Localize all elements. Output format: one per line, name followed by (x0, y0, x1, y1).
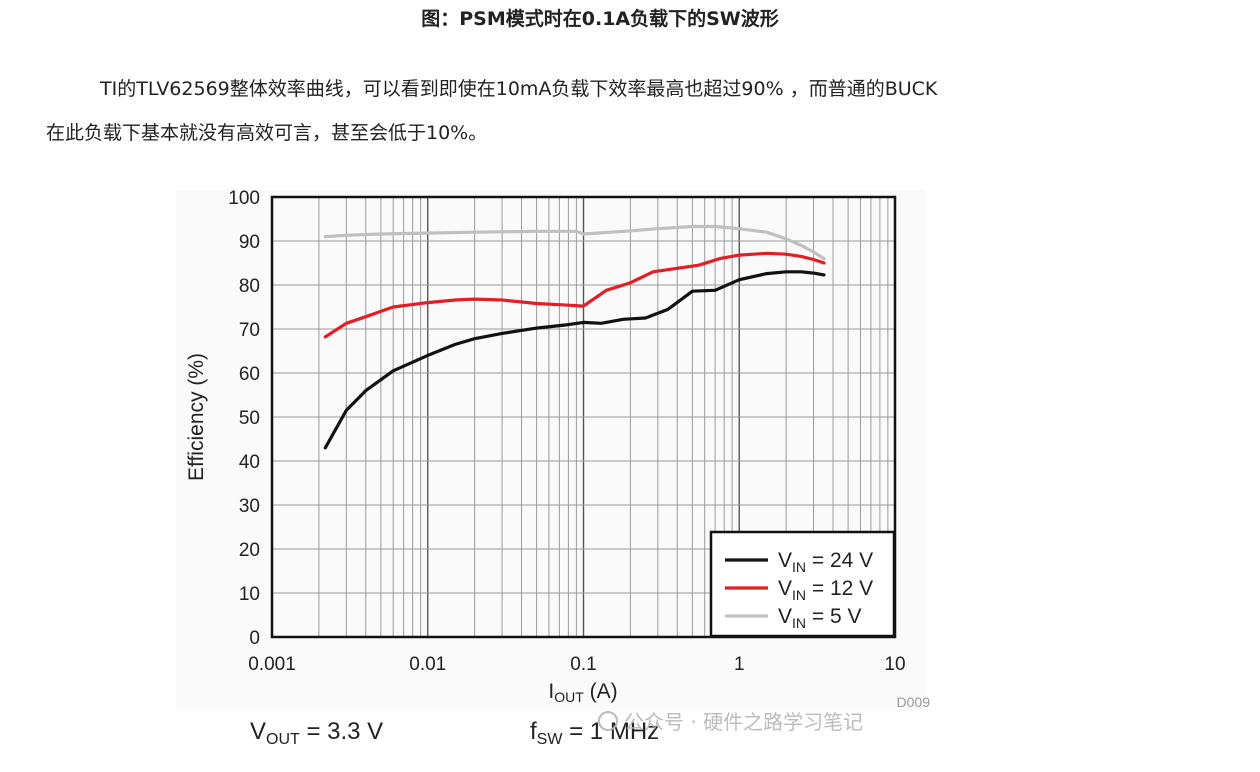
vout-note: VOUT = 3.3 V (250, 718, 383, 748)
watermark: 公众号 · 硬件之路学习笔记 (598, 710, 863, 734)
legend-box (709, 530, 896, 638)
paragraph-line-1: TI的TLV62569整体效率曲线，可以看到即使在10mA负载下效率最高也超过9… (46, 70, 1096, 108)
y-tick-label: 80 (239, 276, 260, 297)
x-axis-label: IOUT (A) (548, 680, 617, 705)
y-tick-label: 0 (249, 628, 260, 649)
x-tick-label: 0.1 (570, 654, 596, 675)
series-layer (323, 224, 826, 450)
fsw-note: fSW = 1 MHz (530, 718, 659, 748)
x-tick-label: 10 (884, 654, 905, 675)
y-tick-label: 20 (239, 540, 260, 561)
paragraph-text-2: 在此负载下基本就没有高效可言，甚至会低于10%。 (46, 122, 488, 144)
y-tick-label: 100 (228, 188, 260, 209)
series-line (323, 224, 826, 261)
x-tick-label: 0.01 (409, 654, 446, 675)
legend-label: VIN = 5 V (778, 605, 861, 631)
tick-labels: 0 10 20 30 40 50 60 70 80 90 100 0.001 0.01 0.1 1 10 (228, 188, 905, 675)
figure-code: D009 (897, 694, 931, 710)
watermark-text: 公众号 · 硬件之路学习笔记 (624, 710, 863, 734)
y-tick-label: 40 (239, 452, 260, 473)
y-tick-label: 70 (239, 320, 260, 341)
plot-frame (270, 195, 897, 639)
legend-label: VIN = 24 V (778, 549, 873, 575)
legend-label: VIN = 12 V (778, 577, 873, 603)
y-tick-label: 60 (239, 364, 260, 385)
y-tick-label: 90 (239, 232, 260, 253)
y-tick-label: 50 (239, 408, 260, 429)
wechat-icon (598, 711, 618, 731)
y-tick-label: 30 (239, 496, 260, 517)
paragraph-line-2: 在此负载下基本就没有高效可言，甚至会低于10%。 (46, 114, 1096, 152)
x-tick-label: 0.001 (248, 654, 296, 675)
series-line (323, 270, 826, 450)
y-axis-label: Efficiency (%) (185, 353, 208, 481)
y-tick-label: 10 (239, 584, 260, 605)
x-tick-label: 1 (734, 654, 745, 675)
figure-caption: 图：PSM模式时在0.1A负载下的SW波形 (421, 8, 779, 30)
paragraph-text-1: TI的TLV62569整体效率曲线，可以看到即使在10mA负载下效率最高也超过9… (100, 78, 938, 100)
series-line (323, 251, 826, 339)
